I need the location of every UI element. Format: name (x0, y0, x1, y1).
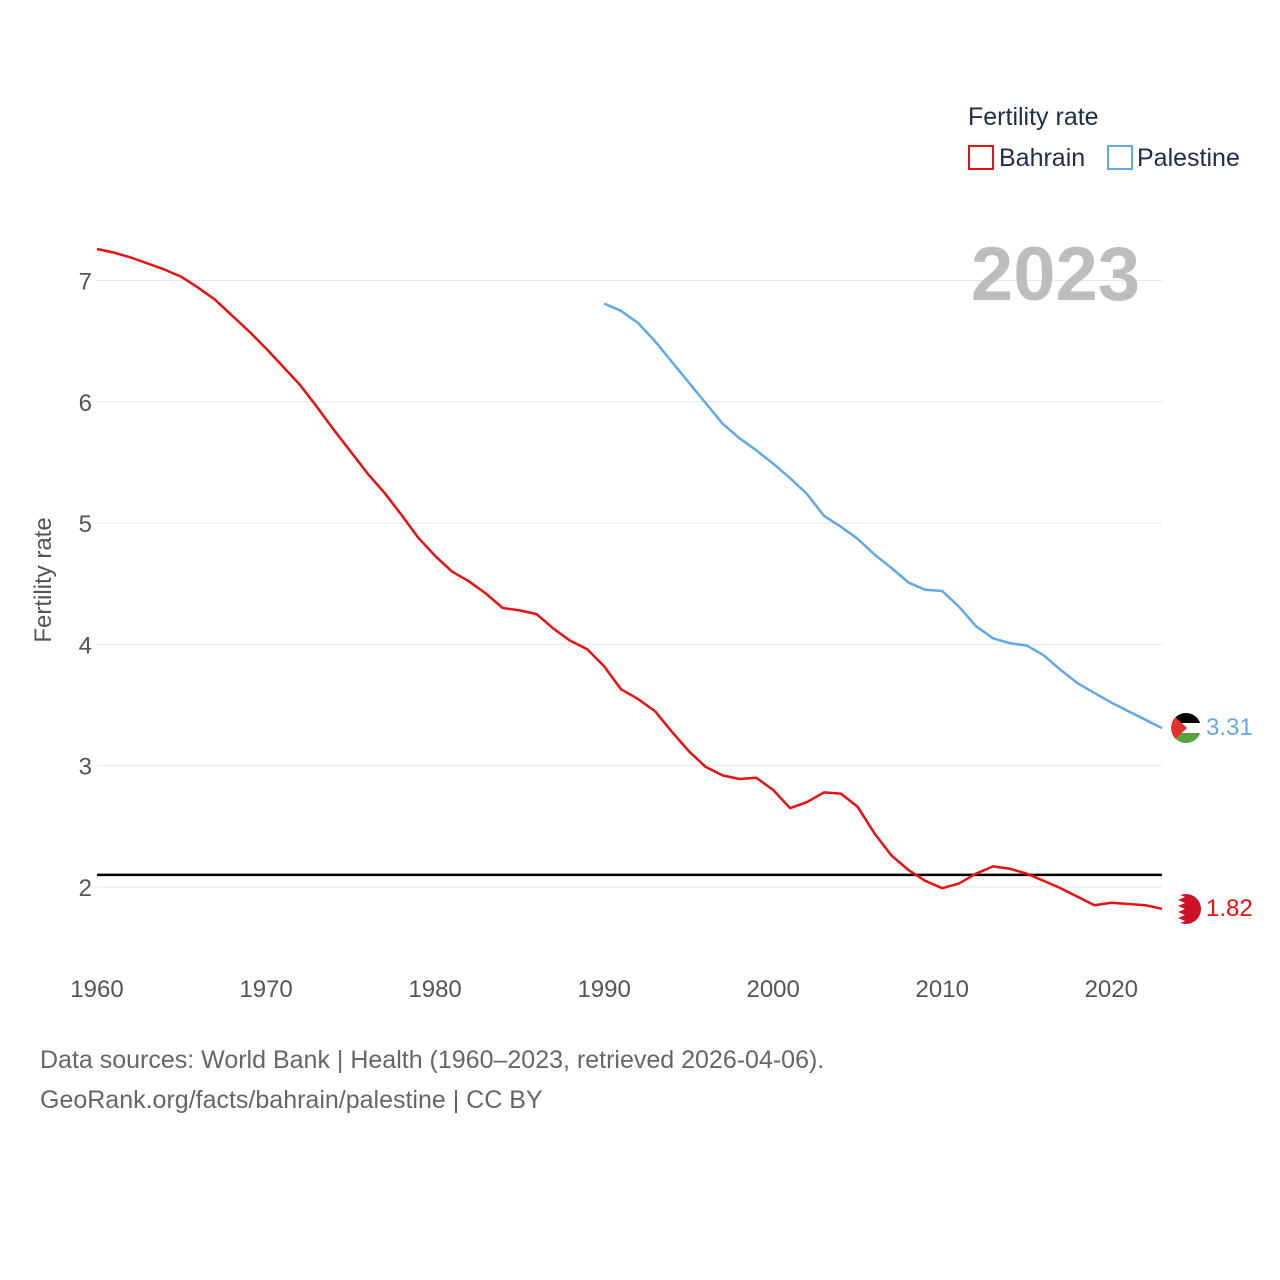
x-tick-label: 2000 (746, 976, 799, 1003)
footer: Data sources: World Bank | Health (1960–… (40, 1040, 824, 1120)
y-tick-label: 6 (79, 390, 92, 417)
x-tick-label: 1990 (577, 976, 630, 1003)
series-lines (96, 247, 1163, 911)
legend-label-palestine: Palestine (1137, 144, 1240, 172)
end-value-label-bahrain: 1.82 (1206, 895, 1253, 922)
x-tick-label: 2010 (916, 976, 969, 1003)
end-value-label-palestine: 3.31 (1206, 714, 1253, 741)
credit-link[interactable]: GeoRank.org/facts/bahrain/palestine | CC… (40, 1086, 543, 1114)
legend-item-palestine[interactable]: Palestine (1107, 144, 1240, 172)
y-tick-label: 3 (79, 754, 92, 781)
x-tick-label: 2020 (1085, 976, 1138, 1003)
gridlines (97, 280, 1162, 888)
y-axis-ticks: 2 3 4 5 6 7 (79, 269, 92, 903)
y-tick-label: 5 (79, 511, 92, 538)
series-line-palestine (603, 302, 1163, 730)
y-tick-label: 7 (79, 269, 92, 296)
data-sources-text: Data sources: World Bank | Health (1960–… (40, 1046, 825, 1074)
legend-title: Fertility rate (968, 103, 1099, 131)
x-tick-label: 1960 (70, 976, 123, 1003)
x-tick-label: 1970 (239, 976, 292, 1003)
y-tick-label: 2 (79, 875, 92, 902)
x-tick-label: 1980 (408, 976, 461, 1003)
x-axis-ticks: 1960 1970 1980 1990 2000 2010 2020 (70, 976, 1138, 1003)
series-line-bahrain (96, 247, 1163, 911)
palestine-flag-icon (1171, 713, 1201, 743)
legend-label-bahrain: Bahrain (999, 144, 1085, 172)
y-tick-label: 4 (79, 632, 92, 659)
legend-swatch-bahrain (968, 145, 994, 170)
fertility-rate-chart: 2 3 4 5 6 7 1960 1970 1980 1990 2000 2010 2020 Fert… (30, 103, 1253, 1003)
current-year-label: 2023 (971, 232, 1140, 317)
bahrain-flag-icon (1171, 894, 1201, 924)
legend-swatch-palestine (1107, 145, 1133, 170)
legend-item-bahrain[interactable]: Bahrain (968, 144, 1085, 172)
y-axis-label: Fertility rate (30, 517, 57, 642)
